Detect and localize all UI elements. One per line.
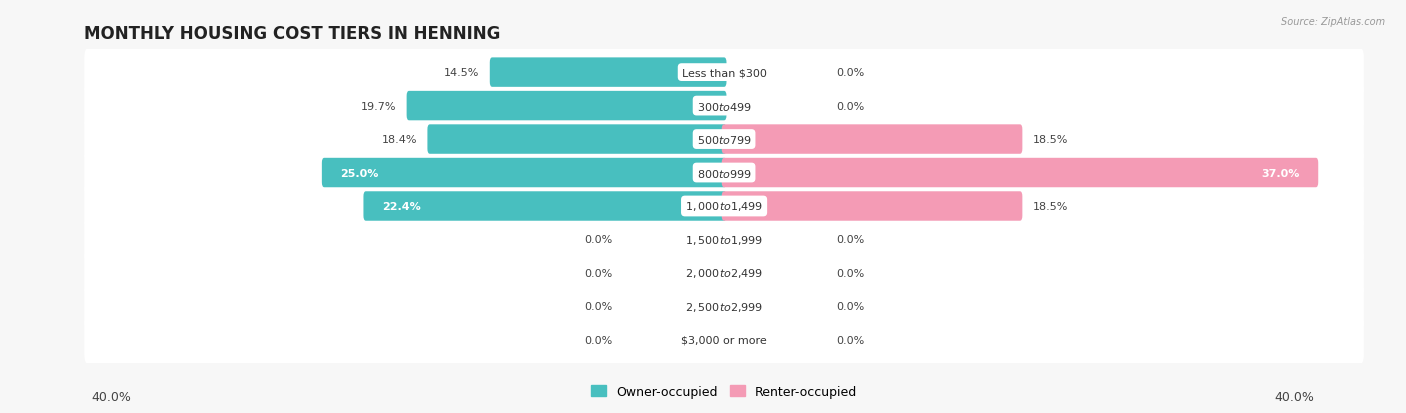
Text: MONTHLY HOUSING COST TIERS IN HENNING: MONTHLY HOUSING COST TIERS IN HENNING <box>84 24 501 43</box>
Text: Source: ZipAtlas.com: Source: ZipAtlas.com <box>1281 17 1385 26</box>
Text: 19.7%: 19.7% <box>361 101 396 112</box>
Text: 0.0%: 0.0% <box>583 235 612 245</box>
Text: $1,500 to $1,999: $1,500 to $1,999 <box>685 233 763 247</box>
Text: 0.0%: 0.0% <box>837 301 865 312</box>
Text: $1,000 to $1,499: $1,000 to $1,499 <box>685 200 763 213</box>
FancyBboxPatch shape <box>406 92 727 121</box>
FancyBboxPatch shape <box>322 159 727 188</box>
FancyBboxPatch shape <box>84 215 1364 265</box>
Text: $300 to $499: $300 to $499 <box>696 100 752 112</box>
Text: $2,500 to $2,999: $2,500 to $2,999 <box>685 300 763 313</box>
Text: 0.0%: 0.0% <box>583 335 612 345</box>
Text: 0.0%: 0.0% <box>837 335 865 345</box>
Text: $3,000 or more: $3,000 or more <box>682 335 766 345</box>
FancyBboxPatch shape <box>84 82 1364 131</box>
Text: 14.5%: 14.5% <box>444 68 479 78</box>
Text: 37.0%: 37.0% <box>1261 168 1301 178</box>
Text: 18.4%: 18.4% <box>381 135 418 145</box>
FancyBboxPatch shape <box>363 192 727 221</box>
Text: 0.0%: 0.0% <box>837 268 865 278</box>
FancyBboxPatch shape <box>84 249 1364 298</box>
FancyBboxPatch shape <box>84 182 1364 231</box>
FancyBboxPatch shape <box>721 159 1319 188</box>
Text: 25.0%: 25.0% <box>340 168 378 178</box>
Text: Less than $300: Less than $300 <box>682 68 766 78</box>
Text: 0.0%: 0.0% <box>837 235 865 245</box>
Text: $500 to $799: $500 to $799 <box>696 134 752 146</box>
FancyBboxPatch shape <box>721 192 1022 221</box>
Text: 0.0%: 0.0% <box>583 301 612 312</box>
FancyBboxPatch shape <box>84 48 1364 97</box>
Text: 22.4%: 22.4% <box>382 202 420 211</box>
FancyBboxPatch shape <box>427 125 727 154</box>
FancyBboxPatch shape <box>84 115 1364 164</box>
Text: $2,000 to $2,499: $2,000 to $2,499 <box>685 267 763 280</box>
FancyBboxPatch shape <box>721 125 1022 154</box>
Text: 18.5%: 18.5% <box>1033 202 1069 211</box>
FancyBboxPatch shape <box>84 148 1364 198</box>
Text: $800 to $999: $800 to $999 <box>696 167 752 179</box>
FancyBboxPatch shape <box>84 282 1364 331</box>
Text: 40.0%: 40.0% <box>1275 390 1315 403</box>
Text: 0.0%: 0.0% <box>583 268 612 278</box>
FancyBboxPatch shape <box>84 316 1364 365</box>
Text: 0.0%: 0.0% <box>837 68 865 78</box>
Legend: Owner-occupied, Renter-occupied: Owner-occupied, Renter-occupied <box>591 385 858 398</box>
Text: 0.0%: 0.0% <box>837 101 865 112</box>
FancyBboxPatch shape <box>489 58 727 88</box>
Text: 40.0%: 40.0% <box>91 390 131 403</box>
Text: 18.5%: 18.5% <box>1033 135 1069 145</box>
